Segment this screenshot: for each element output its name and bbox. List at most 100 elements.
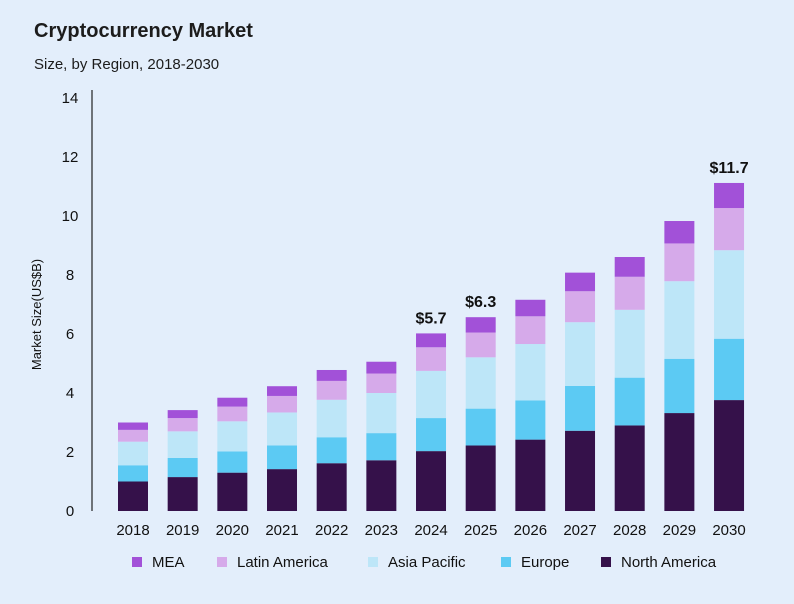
bar-segment-mea	[316, 369, 347, 381]
bar-segment-north-america	[664, 413, 695, 511]
bar-segment-asia-pacific	[316, 399, 347, 438]
x-tick-label: 2025	[464, 522, 497, 539]
bar-segment-latin-america	[465, 332, 496, 358]
legend-label: North America	[621, 554, 717, 571]
bar-segment-europe	[316, 437, 347, 464]
bar-segment-north-america	[267, 469, 298, 511]
bar-segment-latin-america	[515, 316, 546, 345]
bar-segment-mea	[118, 422, 148, 430]
legend-label: Europe	[521, 554, 569, 571]
y-tick-label: 0	[66, 503, 74, 520]
bar-segment-latin-america	[714, 208, 745, 251]
bar-segment-europe	[714, 338, 745, 401]
legend-swatch	[501, 557, 511, 567]
bar-segment-europe	[565, 385, 596, 431]
bar-segment-latin-america	[167, 418, 198, 432]
legend-swatch	[368, 557, 378, 567]
legend-swatch	[601, 557, 611, 567]
bar-segment-europe	[465, 408, 496, 446]
legend-label: Asia Pacific	[388, 554, 466, 571]
bar-segment-europe	[118, 465, 148, 482]
bar-segment-asia-pacific	[515, 344, 546, 401]
bar-segment-asia-pacific	[167, 431, 198, 458]
bar-segment-latin-america	[416, 347, 447, 371]
x-tick-label: 2020	[216, 522, 249, 539]
legend-swatch	[132, 557, 142, 567]
bar-segment-mea	[664, 221, 695, 244]
y-tick-label: 10	[62, 208, 79, 225]
y-axis-label: Market Size(US$B)	[29, 259, 44, 370]
bar-segment-north-america	[714, 400, 745, 511]
bar-segment-asia-pacific	[614, 309, 645, 378]
bar-segment-europe	[416, 418, 447, 452]
bar-segment-mea	[217, 397, 248, 407]
bar-segment-latin-america	[565, 291, 596, 323]
y-tick-label: 6	[66, 326, 74, 343]
x-tick-label: 2028	[613, 522, 646, 539]
bar-segment-mea	[267, 386, 298, 396]
bar-segment-asia-pacific	[366, 393, 397, 434]
bar-segment-north-america	[118, 481, 148, 511]
bar-segment-europe	[267, 445, 298, 470]
x-tick-label: 2030	[712, 522, 745, 539]
bar-segment-latin-america	[217, 406, 248, 422]
bar-segment-latin-america	[664, 243, 695, 282]
x-tick-label: 2022	[315, 522, 348, 539]
x-tick-label: 2018	[116, 522, 149, 539]
y-tick-label: 8	[66, 267, 74, 284]
bar-segment-latin-america	[118, 429, 148, 442]
total-value-label: $6.3	[465, 294, 496, 311]
y-tick-label: 2	[66, 444, 74, 461]
chart-subtitle: Size, by Region, 2018-2030	[34, 56, 220, 73]
x-tick-label: 2027	[563, 522, 596, 539]
bar-segment-latin-america	[614, 276, 645, 310]
bar-segment-mea	[714, 182, 745, 209]
x-tick-label: 2029	[663, 522, 696, 539]
bar-segment-europe	[614, 377, 645, 426]
x-tick-label: 2024	[414, 522, 447, 539]
bar-segment-mea	[614, 257, 645, 277]
bar-segment-asia-pacific	[416, 370, 447, 419]
y-tick-label: 14	[62, 90, 79, 107]
bar-segment-mea	[565, 272, 596, 292]
bar-segment-north-america	[316, 463, 347, 511]
x-tick-label: 2026	[514, 522, 547, 539]
bar-segment-north-america	[614, 425, 645, 511]
bar-segment-latin-america	[316, 380, 347, 400]
bar-segment-north-america	[515, 439, 546, 511]
bar-segment-north-america	[465, 445, 496, 511]
legend-swatch	[217, 557, 227, 567]
bar-segment-asia-pacific	[217, 421, 248, 452]
x-tick-label: 2021	[265, 522, 298, 539]
y-tick-label: 4	[66, 385, 74, 402]
bar-segment-north-america	[416, 451, 447, 511]
bar-segment-mea	[515, 299, 546, 317]
bar-segment-mea	[167, 410, 198, 419]
bar-segment-north-america	[167, 477, 198, 511]
bar-segment-latin-america	[366, 373, 397, 393]
bar-segment-europe	[217, 451, 248, 473]
bar-segment-asia-pacific	[565, 322, 596, 386]
bar-segment-europe	[167, 457, 198, 478]
x-tick-label: 2023	[365, 522, 398, 539]
bar-segment-asia-pacific	[267, 412, 298, 446]
x-tick-label: 2019	[166, 522, 199, 539]
bar-segment-latin-america	[267, 395, 298, 413]
total-value-label: $5.7	[415, 310, 446, 327]
bar-segment-north-america	[366, 460, 397, 511]
bar-segment-asia-pacific	[714, 250, 745, 339]
total-value-label: $11.7	[709, 160, 748, 177]
bar-segment-europe	[515, 400, 546, 440]
legend-label: Latin America	[237, 554, 329, 571]
legend-label: MEA	[152, 554, 185, 571]
bar-segment-asia-pacific	[664, 281, 695, 359]
bar-segment-north-america	[217, 472, 248, 511]
bar-segment-europe	[664, 358, 695, 414]
bar-segment-asia-pacific	[118, 441, 148, 466]
bar-segment-mea	[366, 361, 397, 374]
bar-segment-asia-pacific	[465, 357, 496, 409]
bar-segment-mea	[465, 317, 496, 333]
bar-segment-europe	[366, 433, 397, 461]
